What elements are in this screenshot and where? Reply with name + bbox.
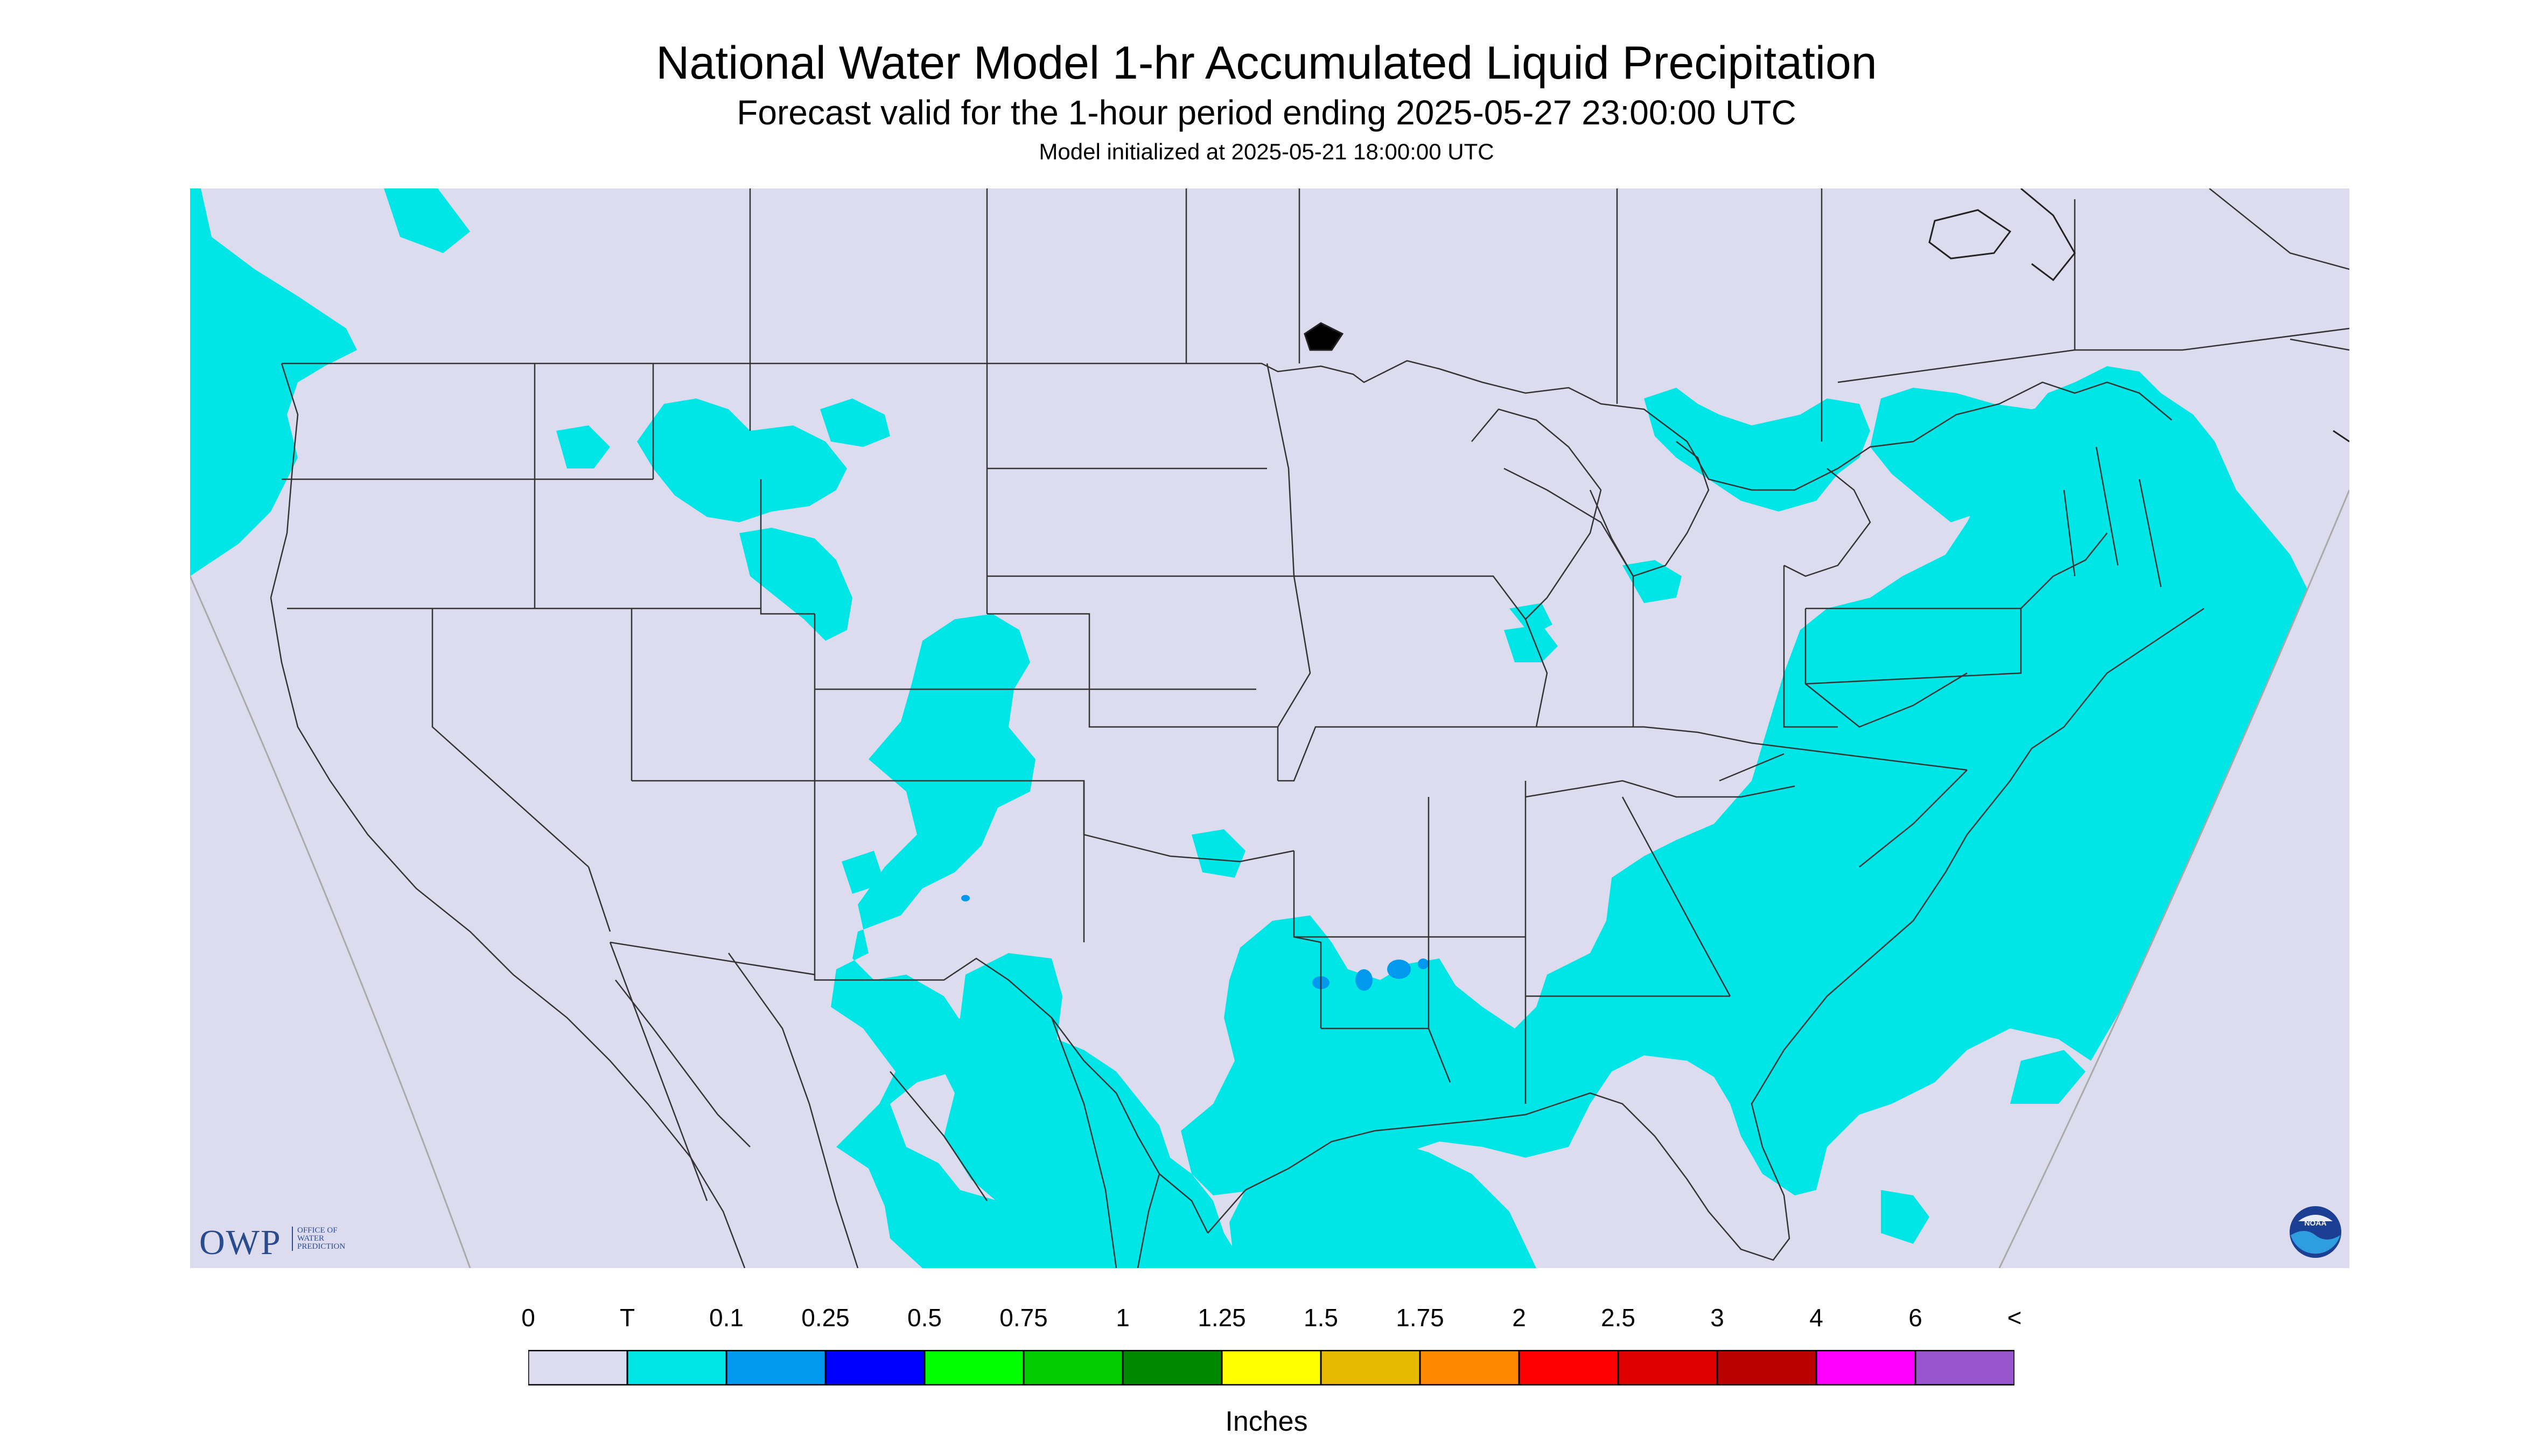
legend-swatch <box>923 1350 1025 1385</box>
trace-precip-areas <box>190 188 2317 1268</box>
domain-edge-east <box>1998 489 2349 1268</box>
political-boundaries <box>270 188 2349 1268</box>
legend-tick-label: 1 <box>1116 1304 1130 1332</box>
legend-tick-label: 3 <box>1710 1304 1724 1332</box>
domain-mask-west <box>190 576 470 1268</box>
owp-logo-letters: OWP <box>199 1223 282 1262</box>
legend-swatch <box>1320 1350 1421 1385</box>
forecast-valid-subtitle: Forecast valid for the 1-hour period end… <box>737 93 1796 132</box>
legend-tick-label: 0.5 <box>907 1304 942 1332</box>
legend-colorbar <box>528 1350 2014 1385</box>
legend-swatch <box>1122 1350 1223 1385</box>
legend-swatch <box>528 1350 628 1385</box>
legend-tick-labels: 0 T 0.1 0.25 0.5 0.75 1 1.25 1.5 1.75 2 2.5 3 4 6 < <box>0 1303 2533 1341</box>
owp-logo-text: OFFICE OF WATER PREDICTION <box>292 1227 345 1251</box>
legend-tick-label: 6 <box>1908 1304 1922 1332</box>
legend-swatch <box>1419 1350 1520 1385</box>
legend-tick-label: 2.5 <box>1601 1304 1635 1332</box>
legend-unit-label: Inches <box>1225 1406 1308 1437</box>
map-title: National Water Model 1-hr Accumulated Li… <box>656 37 1877 89</box>
legend-swatch <box>1023 1350 1124 1385</box>
legend-swatch <box>626 1350 727 1385</box>
owp-logo: OWP OFFICE OF WATER PREDICTION <box>199 1222 377 1262</box>
noaa-logo: NOAA <box>2290 1206 2341 1258</box>
legend-tick-label: 4 <box>1809 1304 1823 1332</box>
legend-swatch <box>1815 1350 1916 1385</box>
domain-mask-east <box>1999 490 2349 1268</box>
precipitation-map <box>190 188 2349 1268</box>
noaa-logo-text: NOAA <box>2304 1219 2326 1227</box>
coast-details <box>1304 188 2349 443</box>
legend-tick-label: 1.25 <box>1198 1304 1246 1332</box>
legend-tick-label: 2 <box>1512 1304 1526 1332</box>
legend-swatch <box>1617 1350 1718 1385</box>
legend-swatch <box>1716 1350 1817 1385</box>
legend-swatch <box>824 1350 926 1385</box>
legend-swatch <box>1518 1350 1619 1385</box>
legend-tick-label: 0.1 <box>709 1304 744 1332</box>
legend-tick-label: 0 <box>521 1304 535 1332</box>
legend-swatch <box>725 1350 827 1385</box>
legend-swatch <box>1221 1350 1322 1385</box>
legend-tick-label: 0.75 <box>999 1304 1048 1332</box>
legend-tick-label: 1.5 <box>1304 1304 1338 1332</box>
legend-tick-label: 1.75 <box>1396 1304 1444 1332</box>
domain-edge-west <box>190 576 471 1268</box>
legend-tick-label: 0.25 <box>801 1304 850 1332</box>
legend-tick-label: < <box>2007 1304 2022 1332</box>
model-init-line: Model initialized at 2025-05-21 18:00:00… <box>1039 139 1494 164</box>
legend-tick-label: T <box>619 1304 635 1332</box>
legend-swatch <box>1914 1350 2014 1385</box>
